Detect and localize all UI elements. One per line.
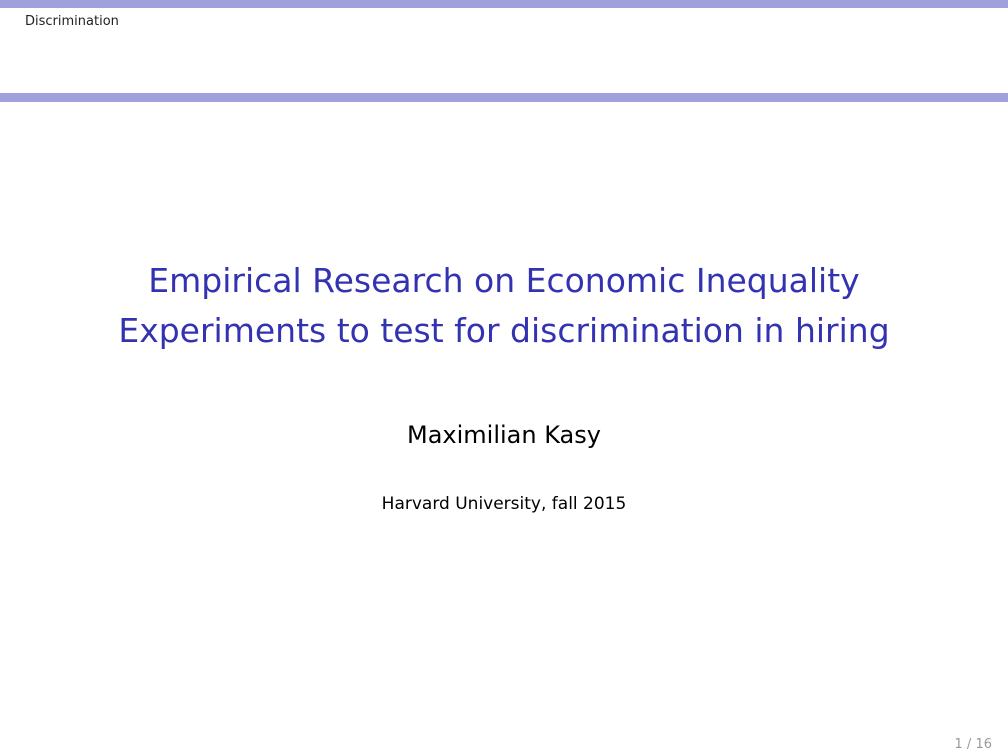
title-line-2: Experiments to test for discrimination i…: [118, 311, 890, 350]
author-name: Maximilian Kasy: [407, 421, 601, 449]
page-number: 1 / 16: [954, 737, 992, 752]
affiliation: Harvard University, fall 2015: [381, 494, 627, 514]
header-divider-bar: [0, 93, 1008, 102]
top-accent-bar: [0, 0, 1008, 8]
title-line-1: Empirical Research on Economic Inequalit…: [148, 261, 860, 300]
slide-title: Empirical Research on Economic Inequalit…: [0, 256, 1008, 356]
section-label: Discrimination: [25, 14, 119, 29]
